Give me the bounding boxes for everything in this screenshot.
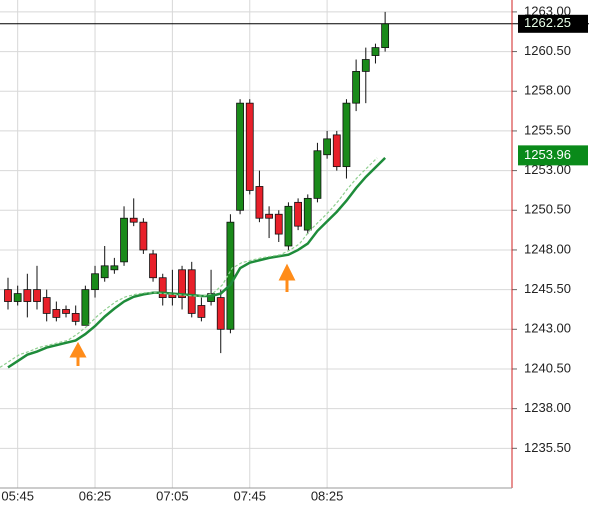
y-tick-label: 1243.00 (524, 321, 571, 336)
candle-body (323, 138, 332, 156)
candle-body (129, 217, 138, 223)
candle-body (265, 213, 273, 219)
y-tick-label: 1248.00 (524, 241, 571, 256)
y-tick-label: 1255.50 (524, 122, 571, 137)
candle-body (33, 289, 41, 302)
candle-body (381, 23, 390, 49)
candle-body (62, 309, 70, 314)
arrow (278, 263, 296, 292)
candle-body (216, 297, 225, 330)
y-tick-label: 1258.00 (524, 83, 571, 98)
candle-body (120, 217, 128, 263)
candle-body (303, 197, 312, 231)
y-tick-label: 1263.00 (524, 3, 571, 18)
moving-average-shadow (0, 157, 378, 368)
candle-body (197, 305, 206, 318)
x-tick-label: 07:45 (233, 488, 266, 503)
candle-body (245, 102, 254, 191)
candle-body (91, 273, 99, 291)
x-tick-label: 06:25 (79, 488, 112, 503)
y-tick-label: 1260.50 (524, 43, 571, 58)
y-tick-label: 1238.00 (524, 400, 571, 415)
candle-body (274, 213, 283, 235)
candle-body (100, 265, 109, 279)
marks (0, 11, 589, 369)
candle-body (71, 313, 80, 322)
candle-body (13, 293, 22, 302)
x-tick-label: 05:45 (1, 488, 34, 503)
last-price-label: 1262.25 (524, 15, 571, 30)
candle-body (23, 289, 32, 302)
candle-body (149, 253, 157, 279)
last-price-tag (518, 14, 588, 33)
candle-body (226, 221, 235, 330)
candle-body (110, 265, 119, 271)
candle-body (284, 205, 293, 247)
candle-body (361, 59, 370, 72)
candle-body (294, 201, 303, 227)
candle-body (139, 221, 148, 251)
y-tick-label: 1240.50 (524, 360, 571, 375)
candle-body (332, 134, 341, 168)
y-tick-label: 1245.50 (524, 281, 571, 296)
candle-body (158, 277, 167, 298)
ma-price-label: 1253.96 (524, 147, 571, 162)
candle-body (42, 297, 51, 314)
candle-body (81, 289, 90, 326)
ma-price-tag (518, 145, 588, 166)
candle-body (255, 186, 264, 219)
y-tick-label: 1250.50 (524, 202, 571, 217)
candle-body (352, 71, 361, 104)
labels: 1263.00 1260.50 1258.00 1255.50 1253.00 1250.… (1, 3, 588, 503)
x-tick-label: 07:05 (156, 488, 189, 503)
candle-body (313, 150, 322, 199)
candle-body (4, 289, 12, 302)
grid (0, 0, 517, 488)
candle-body (342, 102, 351, 168)
candle-body (52, 309, 61, 318)
candle-body (178, 269, 186, 298)
candle-body (187, 269, 196, 314)
y-tick-label: 1253.00 (524, 162, 571, 177)
y-tick-label: 1235.50 (524, 440, 571, 455)
candle-body (371, 47, 380, 56)
arrow (69, 341, 87, 366)
candle-body (236, 102, 244, 211)
x-tick-label: 08:25 (311, 488, 344, 503)
